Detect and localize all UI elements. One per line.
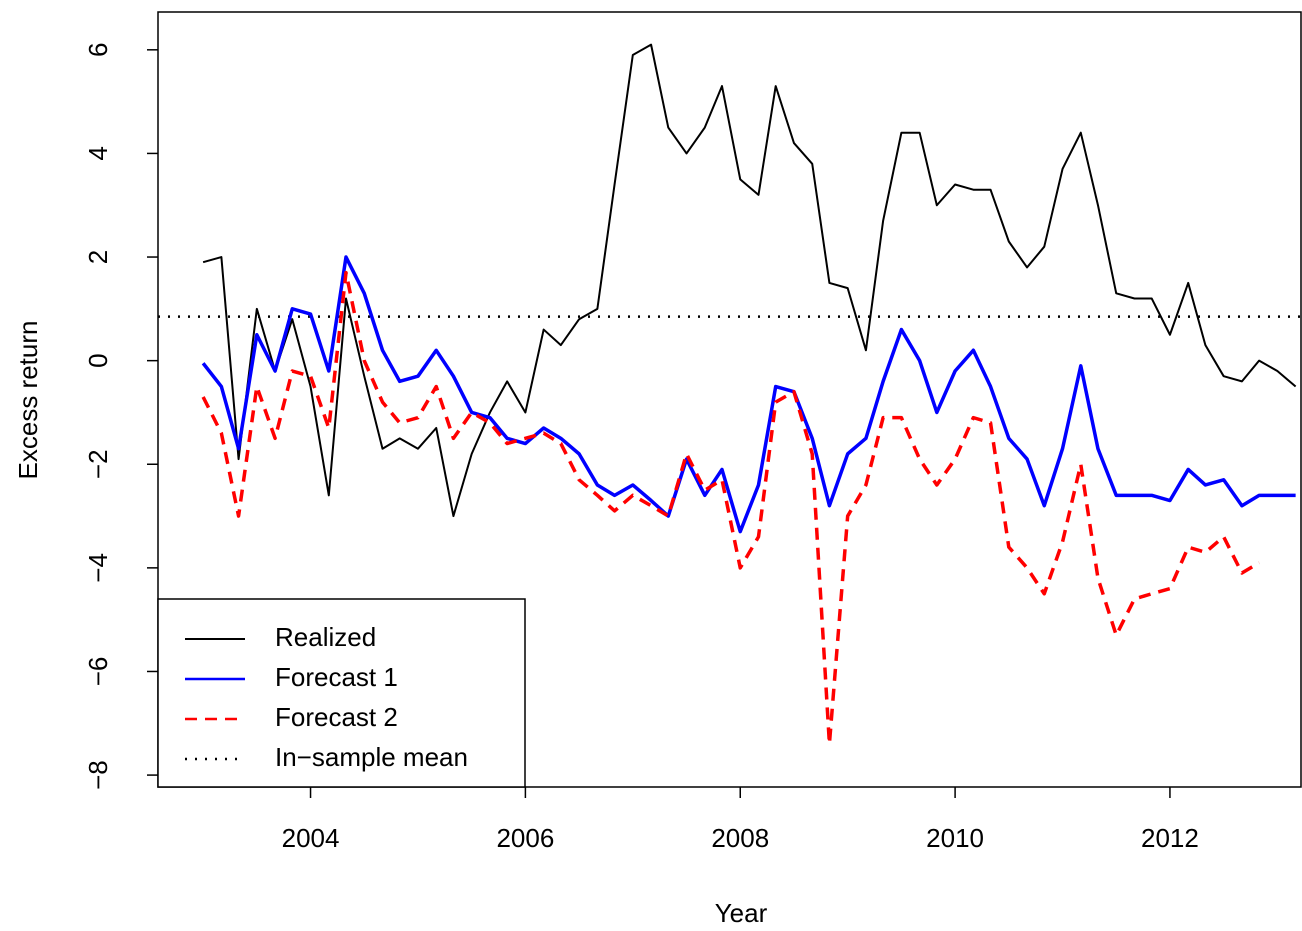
- legend-box: [157, 598, 526, 788]
- x-tick-label: 2004: [282, 823, 340, 853]
- legend-label: Forecast 2: [275, 702, 398, 732]
- y-tick-label: 4: [83, 146, 113, 160]
- y-tick-label: −6: [83, 657, 113, 687]
- y-tick-label: −8: [83, 760, 113, 790]
- y-tick-label: 0: [83, 353, 113, 367]
- plot-area: [158, 43, 1301, 746]
- legend-label: Realized: [275, 622, 376, 652]
- series-line: [202, 43, 1297, 518]
- x-tick-label: 2012: [1141, 823, 1199, 853]
- y-tick-label: −4: [83, 553, 113, 583]
- x-axis-label: Year: [715, 898, 768, 928]
- legend-label: Forecast 1: [275, 662, 398, 692]
- x-tick-label: 2006: [496, 823, 554, 853]
- x-tick-label: 2010: [926, 823, 984, 853]
- series-line: [201, 270, 1261, 746]
- series-line: [201, 255, 1296, 534]
- y-tick-label: 6: [83, 43, 113, 57]
- plot-box: [157, 11, 1302, 788]
- y-tick-label: −2: [83, 449, 113, 479]
- legend: Realized Forecast 1 Forecast 2 In−sample me…: [157, 598, 526, 788]
- y-tick-label: 2: [83, 250, 113, 264]
- y-axis-label: Excess return: [13, 321, 43, 480]
- legend-label: In−sample mean: [275, 742, 468, 772]
- x-tick-label: 2008: [711, 823, 769, 853]
